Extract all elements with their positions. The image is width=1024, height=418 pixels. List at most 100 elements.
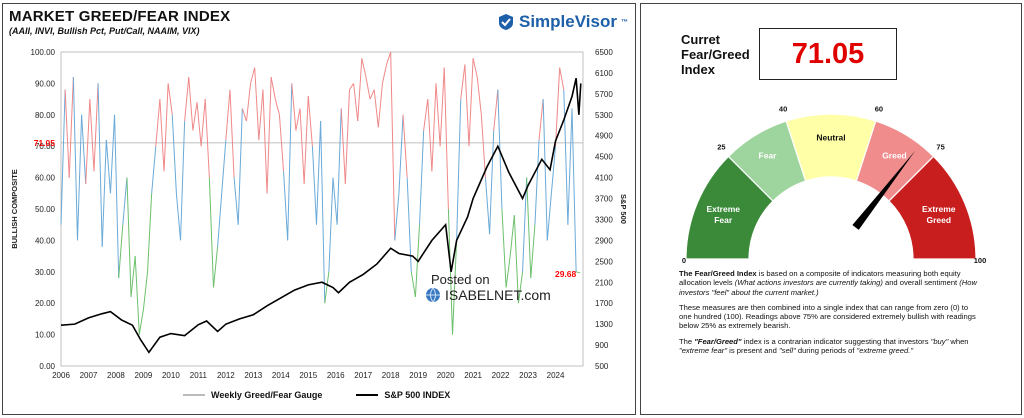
gauge-series-segment (97, 83, 103, 247)
gauge-series-segment (134, 256, 140, 335)
gauge-series-segment (316, 121, 322, 225)
gauge-series-segment (381, 64, 388, 84)
gauge-series-segment (369, 89, 375, 100)
gauge-series-segment (109, 114, 116, 194)
gauge-series-segment (505, 256, 511, 288)
gauge-series-segment (138, 309, 144, 335)
brand-trademark: ™ (620, 18, 628, 26)
gauge-series-segment (159, 99, 165, 172)
gauge-series-segment (175, 193, 182, 241)
gauge-needle (852, 150, 916, 230)
gauge-tick-label: 25 (717, 142, 725, 151)
gauge-series-segment (517, 271, 524, 304)
x-tick-label: 2013 (244, 371, 262, 380)
gauge-segment-label: Extreme (706, 204, 740, 214)
gauge-tick-label: 40 (779, 105, 787, 114)
desc-p3-i1: "buy" (930, 336, 949, 346)
isabelnet-globe-icon (426, 287, 440, 303)
gauge-series-segment (126, 177, 132, 297)
gauge-series-segment (410, 271, 416, 298)
gauge-series-segment (501, 208, 507, 288)
gauge-series-segment (456, 99, 462, 241)
gauge-series-segment (283, 171, 289, 241)
gauge-series-segment (122, 177, 128, 225)
gauge-series-segment (225, 89, 231, 140)
gauge-series-segment (576, 271, 581, 274)
y-left-tick-label: 0.00 (39, 362, 55, 371)
y-right-tick-label: 3300 (595, 215, 613, 224)
gauge-series-segment (555, 67, 561, 147)
x-tick-label: 2015 (299, 371, 317, 380)
x-tick-label: 2009 (135, 371, 153, 380)
x-tick-label: 2023 (519, 371, 537, 380)
gauge-series-segment (217, 193, 223, 247)
plot-area (60, 51, 584, 367)
x-tick-label: 2024 (547, 371, 565, 380)
y-right-tick-label: 900 (595, 341, 609, 350)
gauge-series-segment (493, 89, 499, 131)
gauge-tick-label: 75 (936, 142, 944, 151)
gauge-series-segment (101, 139, 107, 247)
gauge-series-segment (336, 108, 342, 225)
isabelnet-watermark: Posted on ISABELNET.com (425, 272, 551, 303)
desc-p3-a: The (679, 336, 695, 346)
gauge-series-segment (365, 77, 371, 100)
gauge-series-segment (64, 89, 70, 178)
gauge-series-segment (167, 83, 173, 115)
gauge-tick-label: 60 (875, 105, 883, 114)
gauge-series-segment (72, 77, 78, 241)
gauge-series-segment (390, 51, 396, 241)
gauge-series-segment (332, 177, 338, 225)
gauge-series-segment (196, 102, 202, 147)
desc-p3-bi: "Fear/Greed" (694, 336, 742, 346)
y-right-tick-label: 500 (595, 362, 609, 371)
gauge-series-segment (534, 139, 540, 225)
y-left-axis-label: BULLISH COMPOSITE (10, 169, 19, 249)
gauge-series-segment (237, 108, 243, 225)
gauge-segment-label: Greed (882, 150, 907, 160)
simplevisor-brand: SimpleVisor ™ (497, 12, 628, 32)
desc-p3-c: when (948, 336, 969, 346)
gauge-series-segment (270, 77, 276, 100)
gauge-series-segment (118, 224, 124, 279)
gauge-series-segment (278, 114, 285, 172)
y-left-tick-label: 60.00 (35, 174, 56, 183)
gauge-series-segment (254, 67, 260, 140)
gauge-series-segment (151, 146, 157, 194)
y-left-tick-label: 10.00 (35, 331, 56, 340)
description-paragraph-2: These measures are then combined into a … (679, 302, 976, 331)
x-tick-label: 2019 (409, 371, 427, 380)
gauge-series-segment (287, 83, 293, 241)
gauge-series-segment (357, 58, 363, 122)
gauge-panel: Curret Fear/Greed Index 71.05 Extreme Fea… (640, 3, 1022, 415)
gauge-tick-label: 100 (974, 256, 987, 265)
y-right-tick-label: 4500 (595, 153, 613, 162)
gauge-series-segment (204, 99, 210, 178)
desc-p3-i4: "extreme greed." (856, 346, 914, 356)
gauge-series-segment (526, 177, 532, 279)
gauge-series-segment (559, 67, 565, 90)
current-label-line-1: Curret (681, 32, 721, 47)
gauge-series-segment (155, 99, 161, 147)
current-index-label: Curret Fear/Greed Index (681, 32, 750, 77)
sp500-series-line (60, 77, 582, 354)
gauge-series-segment (546, 193, 552, 241)
legend-swatch-spx (356, 394, 379, 396)
gauge-series-segment (542, 99, 548, 241)
gauge-series-segment (571, 108, 577, 272)
current-label-line-2: Fear/Greed (681, 47, 750, 62)
x-tick-label: 2011 (190, 371, 208, 380)
legend-item-gauge: Weekly Greed/Fear Gauge (183, 390, 322, 400)
gauge-series-segment (68, 77, 74, 178)
gauge-series-segment (212, 246, 219, 288)
current-label-line-3: Index (681, 62, 715, 77)
desc-p1-a: is based on a composite of indicators me… (679, 269, 961, 288)
y-right-tick-label: 4900 (595, 132, 613, 141)
gauge-series-segment (349, 83, 355, 90)
gauge-series-segment (468, 58, 474, 147)
gauge-series-segment (114, 114, 120, 279)
gauge-series-segment (299, 108, 305, 184)
gauge-series-segment (513, 215, 519, 304)
y-right-tick-label: 1300 (595, 320, 613, 329)
desc-p1-bold: The Fear/Greed Index (679, 269, 757, 278)
